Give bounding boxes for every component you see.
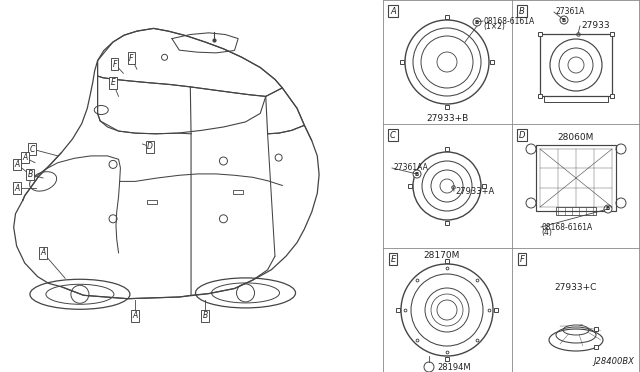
Text: A: A — [15, 184, 20, 193]
Text: 28194M: 28194M — [437, 362, 470, 372]
Text: D: D — [147, 142, 153, 151]
Text: J28400BX: J28400BX — [593, 357, 634, 366]
Text: B: B — [415, 171, 419, 176]
Text: C: C — [390, 131, 396, 140]
Text: 27361A: 27361A — [555, 7, 584, 16]
Text: B: B — [202, 311, 207, 320]
Text: 08168-6161A: 08168-6161A — [484, 16, 535, 26]
Text: (1×2): (1×2) — [483, 22, 505, 32]
Text: A: A — [40, 248, 45, 257]
Text: (4): (4) — [541, 228, 552, 237]
Text: B: B — [562, 17, 566, 22]
Text: B: B — [606, 206, 610, 212]
Text: B: B — [519, 6, 525, 16]
Text: F: F — [113, 60, 117, 68]
Text: 28060M: 28060M — [558, 134, 594, 142]
Circle shape — [560, 16, 568, 24]
Text: 28170M: 28170M — [424, 250, 460, 260]
Ellipse shape — [196, 278, 296, 308]
Text: 27361AA: 27361AA — [393, 164, 428, 173]
Text: B: B — [28, 170, 33, 179]
Text: 27933+B: 27933+B — [426, 114, 468, 123]
Text: 27933+A: 27933+A — [455, 186, 494, 196]
Text: B: B — [475, 19, 479, 25]
Text: D: D — [519, 131, 525, 140]
Text: 08168-6161A: 08168-6161A — [542, 222, 593, 231]
Text: F: F — [129, 54, 134, 63]
Text: 27933: 27933 — [581, 22, 610, 31]
Text: A: A — [22, 153, 28, 162]
Bar — [233, 190, 243, 194]
Bar — [556, 207, 596, 215]
Text: A: A — [132, 311, 138, 320]
Ellipse shape — [30, 279, 130, 309]
Bar — [147, 200, 157, 204]
Bar — [536, 145, 616, 211]
Text: E: E — [390, 254, 396, 263]
Circle shape — [473, 18, 481, 26]
Text: A: A — [15, 160, 20, 169]
Text: 27933+C: 27933+C — [555, 283, 597, 292]
Text: F: F — [520, 254, 524, 263]
Bar — [544, 96, 608, 102]
Text: A: A — [390, 6, 396, 16]
Bar — [540, 34, 612, 96]
Circle shape — [413, 170, 421, 178]
Circle shape — [604, 205, 612, 213]
Text: C: C — [29, 145, 35, 154]
Text: E: E — [111, 78, 115, 87]
